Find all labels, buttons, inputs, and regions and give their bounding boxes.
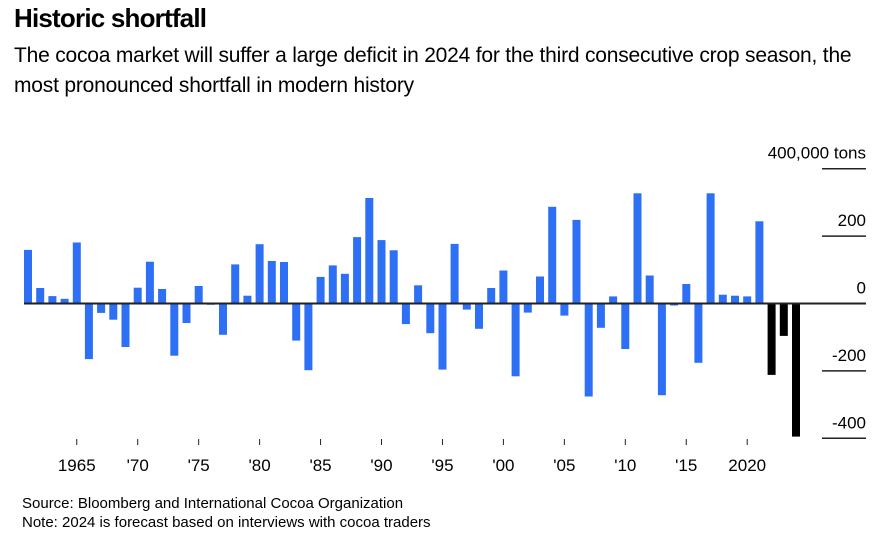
- bar-1961: [24, 249, 32, 304]
- bar-1963: [48, 296, 57, 304]
- x-tick-label: 2020: [728, 456, 766, 475]
- forecast-note: Note: 2024 is forecast based on intervie…: [22, 514, 431, 531]
- bar-2000: [499, 270, 508, 304]
- bar-1967: [97, 303, 106, 313]
- x-tick-label: '70: [127, 456, 149, 475]
- bar-2013: [657, 303, 666, 396]
- x-tick-label: '00: [492, 456, 514, 475]
- bar-1988: [353, 237, 362, 304]
- bar-1978: [231, 264, 240, 304]
- bars-group: [24, 193, 800, 437]
- bar-1985: [316, 276, 325, 304]
- bar-1975: [194, 286, 203, 304]
- x-tick-label: '95: [431, 456, 453, 475]
- bar-2007: [584, 303, 593, 397]
- bar-2023: [779, 303, 788, 336]
- bar-2003: [536, 276, 544, 304]
- bar-1977: [219, 303, 227, 335]
- bar-1980: [255, 244, 264, 304]
- bar-2006: [572, 219, 581, 304]
- bar-2024: [792, 303, 800, 437]
- bar-1974: [182, 303, 191, 323]
- bar-1970: [133, 287, 142, 304]
- x-axis: 1965 '70 '75 '80 '85 '90 '95 '00 '05 '10 '15 2020: [58, 439, 766, 475]
- bar-1966: [84, 303, 93, 360]
- bar-2005: [560, 303, 569, 316]
- bar-1968: [109, 303, 118, 320]
- bar-2016: [694, 303, 703, 363]
- chart-title: Historic shortfall: [14, 3, 207, 33]
- bar-2021: [755, 221, 764, 304]
- chart-subtitle: The cocoa market will suffer a large def…: [14, 44, 852, 97]
- bar-1998: [475, 303, 483, 329]
- bar-1999: [487, 288, 496, 304]
- x-tick-label: 1965: [58, 456, 96, 475]
- bar-chart: 400,000 tons 200 0 -200 -400 1965 '70 '75 '80 '8…: [24, 144, 866, 475]
- bar-1992: [401, 303, 410, 325]
- x-tick-label: '15: [675, 456, 697, 475]
- bar-2002: [523, 303, 532, 313]
- bar-1989: [365, 198, 374, 304]
- bar-1965: [72, 242, 81, 304]
- y-axis: 400,000 tons 200 0 -200 -400: [768, 144, 866, 440]
- x-tick-label: '90: [370, 456, 392, 475]
- bar-2020: [743, 296, 752, 304]
- y-tick-label: 0: [857, 279, 866, 298]
- x-tick-label: '85: [309, 456, 331, 475]
- bar-1986: [328, 265, 337, 304]
- bar-1972: [158, 289, 167, 304]
- bar-1996: [450, 243, 459, 304]
- bar-1981: [267, 261, 276, 304]
- bar-2009: [609, 296, 618, 304]
- bar-1979: [243, 295, 252, 304]
- bar-2012: [645, 275, 654, 304]
- x-tick-label: '75: [188, 456, 210, 475]
- bar-1994: [426, 303, 435, 334]
- chart-footer: Source: Bloomberg and International Coco…: [22, 494, 431, 532]
- bar-2022: [767, 303, 776, 375]
- bar-1962: [36, 288, 45, 304]
- bar-2015: [682, 284, 691, 304]
- bar-2010: [621, 303, 630, 349]
- y-tick-label: -200: [832, 346, 866, 365]
- bar-1984: [304, 303, 313, 371]
- bar-1973: [170, 303, 179, 356]
- bar-2001: [511, 303, 520, 377]
- bar-2011: [633, 193, 642, 304]
- bar-1993: [414, 285, 423, 304]
- bar-2017: [706, 193, 715, 304]
- y-tick-label: -400: [832, 413, 866, 432]
- bar-1991: [389, 250, 398, 304]
- x-tick-label: '10: [614, 456, 636, 475]
- bar-1987: [340, 273, 349, 304]
- bar-2019: [731, 295, 739, 304]
- bar-1982: [280, 262, 288, 304]
- bar-1997: [462, 303, 471, 310]
- x-tick-label: '05: [553, 456, 575, 475]
- bar-2008: [596, 303, 605, 328]
- bar-1964: [60, 298, 69, 304]
- y-tick-label: 400,000 tons: [768, 144, 866, 163]
- bar-2018: [718, 294, 727, 304]
- bar-1969: [121, 303, 130, 347]
- bar-1990: [377, 240, 386, 304]
- bar-2004: [548, 206, 557, 304]
- bar-1971: [145, 261, 154, 304]
- x-tick-label: '80: [249, 456, 271, 475]
- bar-1983: [292, 303, 301, 341]
- bar-1995: [438, 303, 447, 370]
- y-tick-label: 200: [838, 211, 866, 230]
- source-note: Source: Bloomberg and International Coco…: [22, 495, 404, 512]
